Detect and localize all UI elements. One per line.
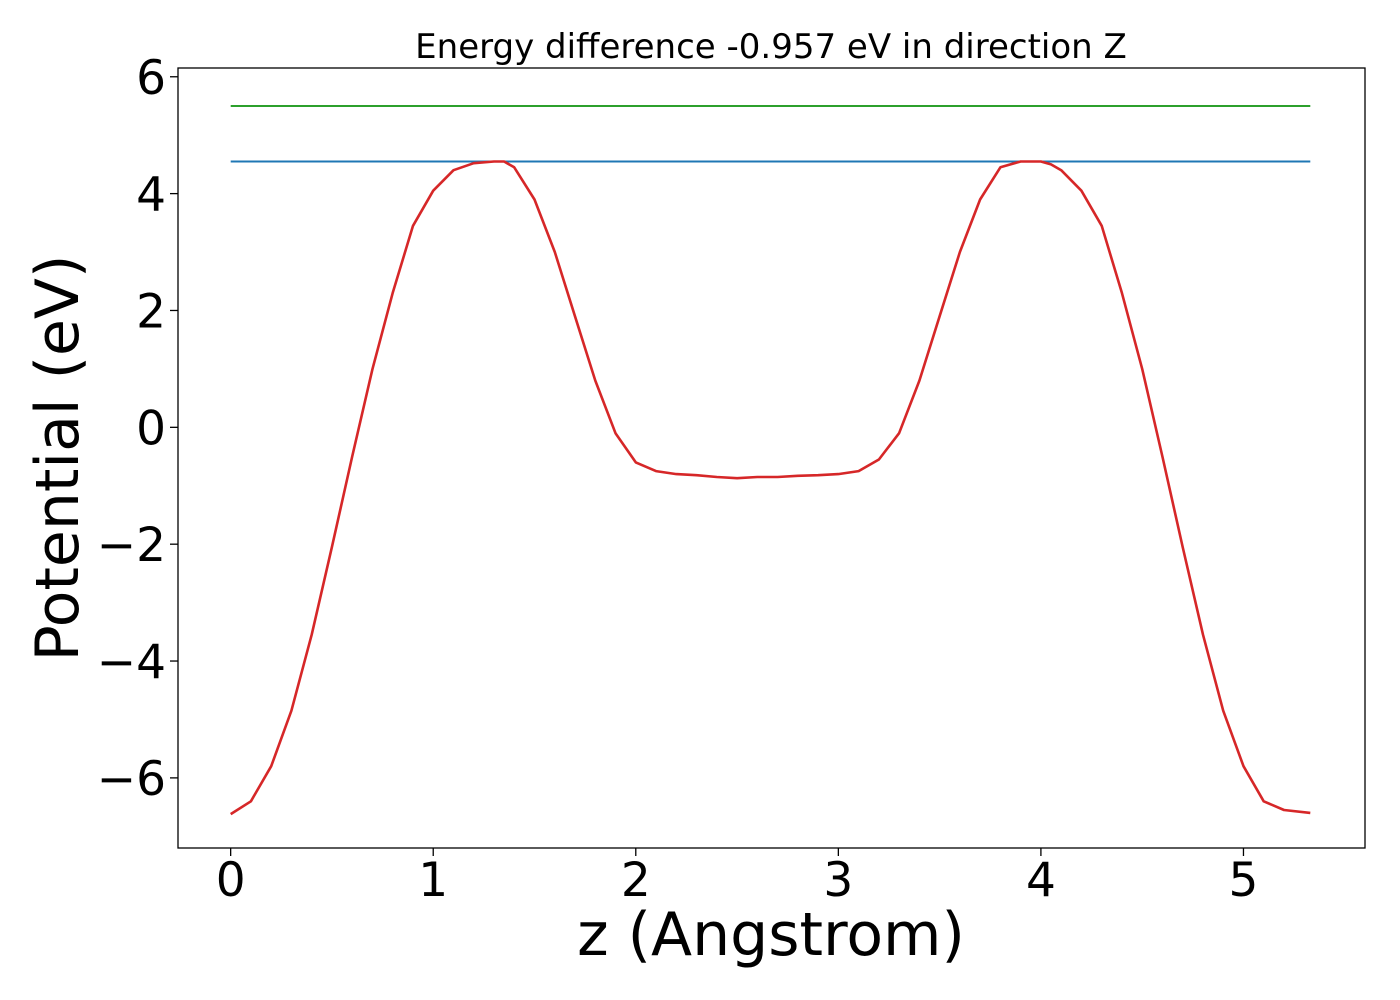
x-axis: 0 1 2 3 4 5 — [216, 848, 1259, 908]
potential-line — [230, 160, 1311, 816]
y-tick-label: −4 — [97, 635, 166, 690]
x-tick-label: 0 — [216, 853, 246, 908]
x-tick-label: 1 — [418, 853, 448, 908]
y-tick-label: 0 — [136, 401, 166, 456]
y-tick-label: −2 — [97, 518, 166, 573]
y-tick-label: 2 — [136, 284, 166, 339]
x-tick-label: 4 — [1026, 853, 1056, 908]
y-axis-label: Potential (eV) — [23, 255, 93, 662]
y-tick-label: −6 — [97, 752, 166, 807]
y-tick-label: 6 — [136, 51, 166, 106]
series-layer — [230, 105, 1311, 816]
plot-frame — [177, 67, 1366, 849]
y-tick-label: 4 — [136, 168, 166, 223]
x-axis-label: z (Angstrom) — [577, 900, 965, 970]
x-tick-label: 3 — [823, 853, 853, 908]
y-axis: −6 −4 −2 0 2 4 6 — [97, 51, 178, 807]
chart-title: Energy difference -0.957 eV in direction… — [415, 27, 1127, 67]
x-tick-label: 2 — [621, 853, 651, 908]
x-tick-label: 5 — [1229, 853, 1259, 908]
